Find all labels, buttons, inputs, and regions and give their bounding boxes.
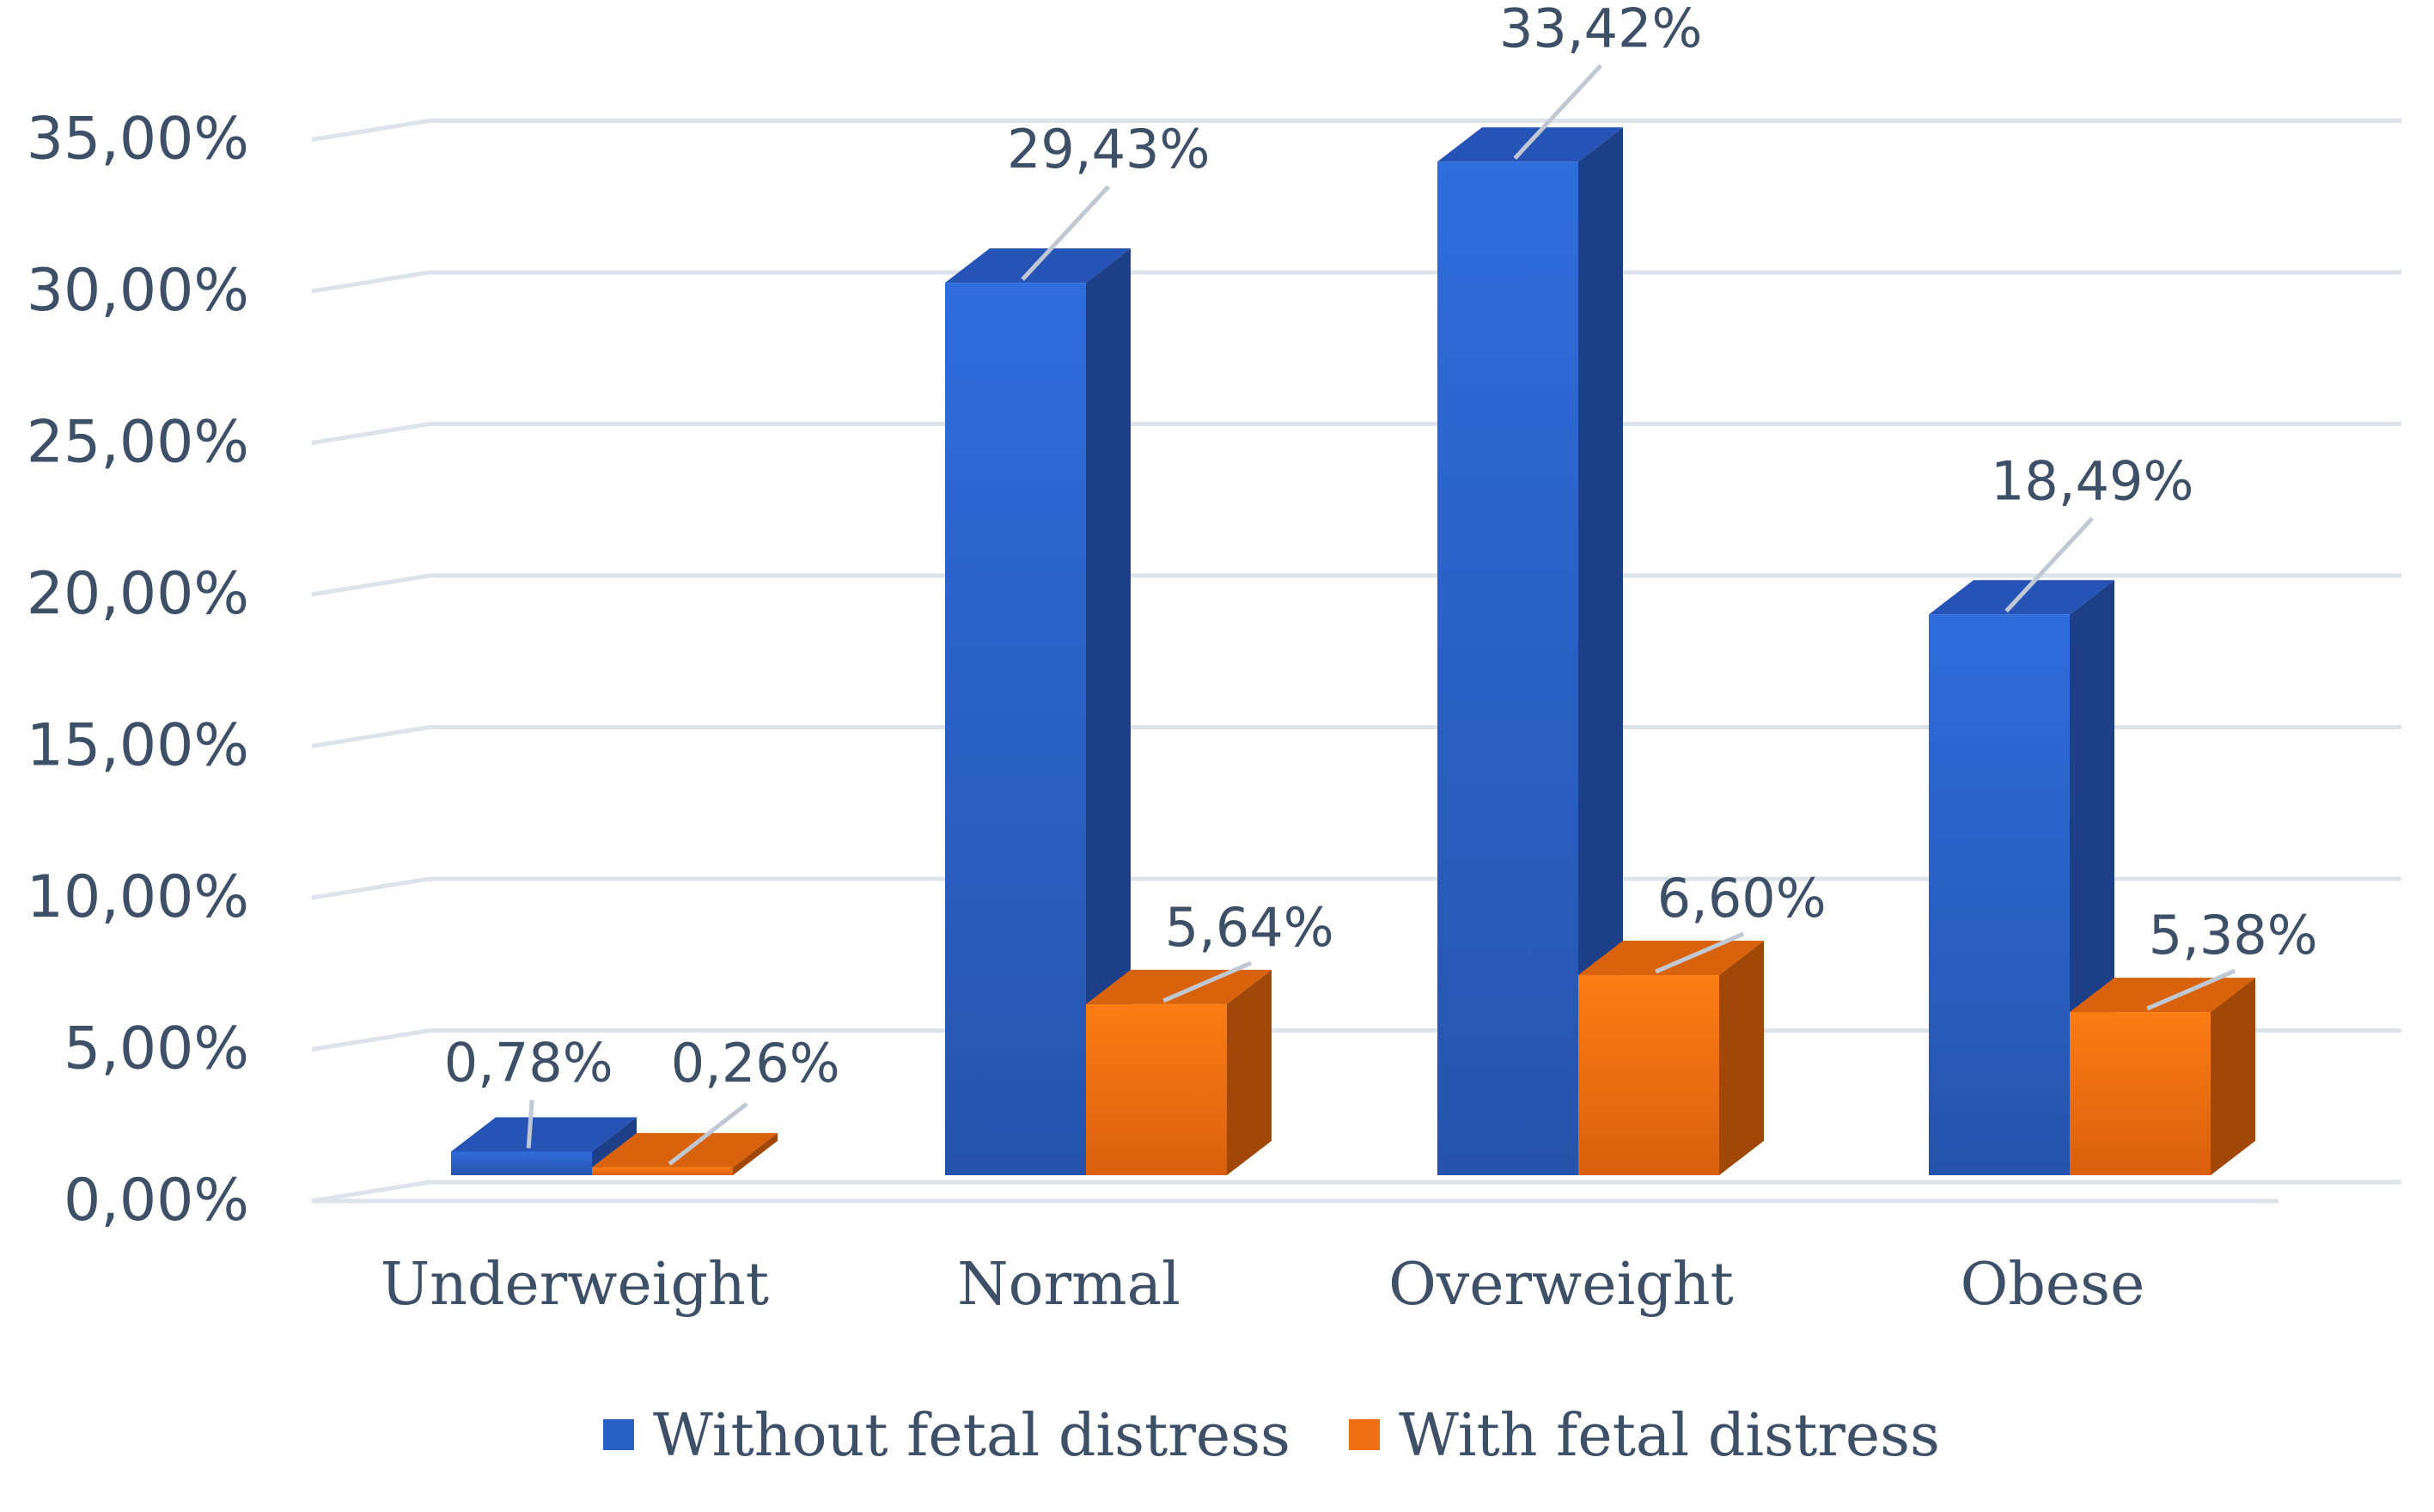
data-label-without-fetal-distress-underweight: 0,78% [444, 1031, 613, 1094]
legend-item-without-fetal-distress: Without fetal distress [603, 1402, 1290, 1470]
legend: Without fetal distress With fetal distre… [603, 1402, 1940, 1470]
data-label-leader [1655, 931, 1745, 974]
y-tick-label: 30,00% [27, 257, 249, 325]
bar-side [1227, 969, 1272, 1175]
bar-front [1929, 614, 2070, 1175]
data-labels: 0,78% 0,26% 29,43% 5,64% 33,42% 6,60% 18,49% 5,… [444, 0, 2318, 1166]
bar-top [1578, 941, 1764, 976]
bar-front [1437, 162, 1578, 1175]
bar-with-fetal-distress-obese [2070, 978, 2255, 1175]
sidewall-line-4 [311, 573, 430, 597]
data-label-leader [2146, 968, 2236, 1011]
category-label-underweight: Underweight [381, 1251, 769, 1319]
bar-side [733, 1132, 778, 1175]
category-label-obese: Obese [1961, 1251, 2145, 1319]
bar-front [2070, 1012, 2211, 1175]
legend-label-without-fetal-distress: Without fetal distress [653, 1402, 1290, 1470]
bar-without-fetal-distress-normal [945, 248, 1131, 1176]
bar-side [1719, 941, 1764, 1175]
bar-side [2211, 978, 2255, 1175]
y-tick-label: 15,00% [27, 712, 249, 780]
category-label-overweight: Overweight [1388, 1251, 1734, 1319]
y-tick-label: 35,00% [27, 106, 249, 174]
sidewall-line-6 [311, 270, 430, 294]
bar-without-fetal-distress-obese [1929, 580, 2114, 1175]
data-label-leader [2004, 516, 2095, 613]
bar-with-fetal-distress-overweight [1578, 941, 1764, 1175]
data-label-without-fetal-distress-obese: 18,49% [1991, 449, 2193, 512]
legend-item-with-fetal-distress: With fetal distress [1349, 1402, 1940, 1470]
bar-with-fetal-distress-normal [1086, 969, 1272, 1175]
data-label-with-fetal-distress-normal: 5,64% [1165, 896, 1334, 959]
y-tick-label: 10,00% [27, 863, 249, 931]
data-label-with-fetal-distress-underweight: 0,26% [671, 1032, 840, 1094]
bar-top [1086, 969, 1272, 1004]
sidewall-line-0 [311, 1180, 430, 1204]
legend-swatch-without-fetal-distress [603, 1419, 634, 1450]
y-tick-label: 20,00% [27, 560, 249, 628]
data-label-leader [668, 1101, 748, 1166]
y-axis-ticks: 0,00% 5,00% 10,00% 15,00% 20,00% 25,00% 30,00%… [27, 106, 249, 1235]
sidewall-line-5 [311, 422, 430, 445]
data-label-leader [526, 1100, 534, 1149]
data-label-without-fetal-distress-normal: 29,43% [1007, 118, 1210, 180]
data-label-with-fetal-distress-overweight: 6,60% [1657, 867, 1827, 930]
bar-front [451, 1151, 592, 1175]
y-tick-label: 5,00% [64, 1015, 249, 1083]
legend-swatch-with-fetal-distress [1349, 1419, 1380, 1450]
sidewall-line-2 [311, 876, 430, 900]
bar-front [1086, 1003, 1227, 1175]
bar-front [1578, 975, 1719, 1175]
bar-front [592, 1167, 733, 1175]
data-label-leader [1021, 185, 1111, 281]
legend-label-with-fetal-distress: With fetal distress [1399, 1402, 1940, 1470]
data-label-leader [1513, 64, 1603, 160]
category-label-normal: Normal [957, 1251, 1180, 1319]
y-tick-label: 25,00% [27, 409, 249, 477]
x-axis-categories: Underweight Normal Overweight Obese [381, 1251, 2144, 1319]
bar-without-fetal-distress-underweight [451, 1117, 637, 1175]
bar-top [2070, 978, 2255, 1013]
data-label-leader [1162, 960, 1253, 1003]
bar-side [1578, 127, 1623, 1175]
gridlines [311, 119, 2401, 1204]
sidewall-line-1 [311, 1028, 430, 1052]
data-label-with-fetal-distress-obese: 5,38% [2149, 904, 2318, 966]
bar-front [945, 283, 1086, 1176]
data-label-without-fetal-distress-overweight: 33,42% [1499, 0, 1702, 59]
bar-side [1086, 248, 1131, 1176]
sidewall-line-7 [311, 119, 430, 142]
bar-top [451, 1117, 637, 1152]
sidewall-line-3 [311, 725, 430, 748]
bar-without-fetal-distress-overweight [1437, 127, 1623, 1175]
bars [451, 127, 2255, 1176]
y-tick-label: 0,00% [64, 1167, 249, 1235]
